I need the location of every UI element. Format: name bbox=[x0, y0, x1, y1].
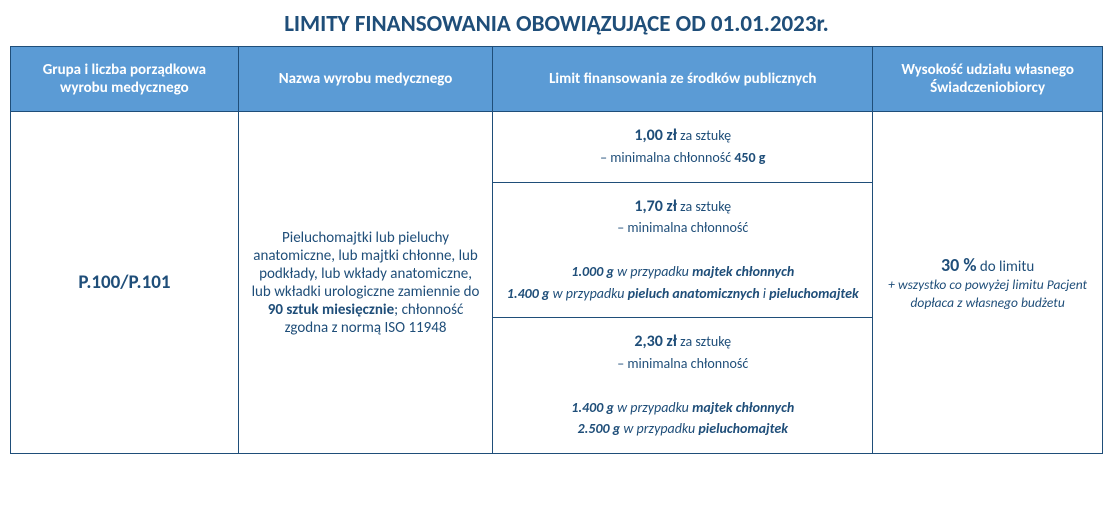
share-pct-after: do limitu bbox=[976, 258, 1034, 276]
limit2-l3c: majtek chłonnych bbox=[692, 263, 794, 280]
header-product: Nazwa wyrobu medycznego bbox=[238, 47, 492, 112]
share-note: + wszystko co powyżej limitu Pacjent dop… bbox=[888, 276, 1087, 311]
product-text-bold: 90 sztuk miesięcznie bbox=[268, 301, 394, 319]
limit1-line2b: 450 g bbox=[734, 149, 765, 166]
page-title: LIMITY FINANSOWANIA OBOWIĄZUJĄCE OD 01.0… bbox=[10, 10, 1103, 38]
limit-cell-1: 1,00 zł za sztukę – minimalna chłonność … bbox=[493, 112, 873, 183]
limit2-l3b: w przypadku bbox=[614, 263, 692, 280]
header-limit: Limit finansowania ze środków publicznyc… bbox=[493, 47, 873, 112]
product-text-1: Pieluchomajtki lub pieluchy anatomiczne,… bbox=[252, 229, 480, 301]
limit3-price: 2,30 zł bbox=[634, 332, 677, 351]
limit1-per: za sztukę bbox=[677, 127, 731, 144]
table-row: P.100/P.101 Pieluchomajtki lub pieluchy … bbox=[11, 112, 1103, 183]
limit-cell-2: 1,70 zł za sztukę – minimalna chłonność … bbox=[493, 182, 873, 318]
limit1-line2a: – minimalna chłonność bbox=[600, 149, 734, 166]
product-name-cell: Pieluchomajtki lub pieluchy anatomiczne,… bbox=[238, 112, 492, 454]
limit2-l4c: pieluch anatomicznych bbox=[628, 285, 760, 302]
group-code: P.100/P.101 bbox=[78, 271, 170, 294]
header-group: Grupa i liczba porządkowa wyrobu medyczn… bbox=[11, 47, 239, 112]
group-code-cell: P.100/P.101 bbox=[11, 112, 239, 454]
limit3-l3b: w przypadku bbox=[614, 399, 692, 416]
limit3-l3c: majtek chłonnych bbox=[692, 399, 794, 416]
limits-table: Grupa i liczba porządkowa wyrobu medyczn… bbox=[10, 46, 1103, 454]
limit2-l4a: 1.400 g bbox=[507, 285, 550, 302]
header-share: Wysokość udziału własnego Świadczeniobio… bbox=[873, 47, 1103, 112]
limit3-line2: – minimalna chłonność bbox=[617, 355, 748, 372]
limit2-line2: – minimalna chłonność bbox=[617, 219, 748, 236]
limit2-l4b: w przypadku bbox=[549, 285, 627, 302]
limit2-l4d: i bbox=[760, 285, 770, 302]
limit2-per: za sztukę bbox=[677, 198, 731, 215]
limit2-l4e: pieluchomajtek bbox=[769, 285, 859, 302]
limit3-l4c: pieluchomajtek bbox=[698, 420, 788, 437]
limit3-per: za sztukę bbox=[677, 333, 731, 350]
limit2-price: 1,70 zł bbox=[634, 197, 677, 216]
limit3-l4a: 2.500 g bbox=[578, 420, 621, 437]
header-row: Grupa i liczba porządkowa wyrobu medyczn… bbox=[11, 47, 1103, 112]
limit1-price: 1,00 zł bbox=[634, 126, 677, 145]
limit2-l3a: 1.000 g bbox=[571, 263, 614, 280]
limit3-l4b: w przypadku bbox=[620, 420, 698, 437]
share-pct: 30 % bbox=[941, 254, 976, 276]
limit3-l3a: 1.400 g bbox=[571, 399, 614, 416]
share-cell: 30 % do limitu + wszystko co powyżej lim… bbox=[873, 112, 1103, 454]
limit-cell-3: 2,30 zł za sztukę – minimalna chłonność … bbox=[493, 318, 873, 454]
document-container: LIMITY FINANSOWANIA OBOWIĄZUJĄCE OD 01.0… bbox=[10, 10, 1103, 454]
